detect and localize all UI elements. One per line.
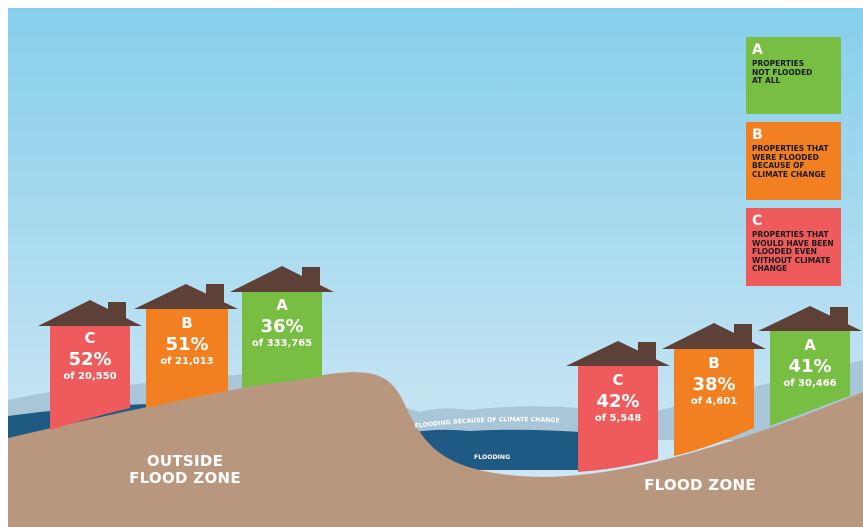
house-outside-c	[38, 300, 142, 430]
house-body	[770, 331, 850, 426]
house-body	[146, 309, 228, 408]
house-letter: C	[612, 371, 624, 389]
house-outside-b	[134, 284, 238, 408]
outside-zone-line2: FLOOD ZONE	[129, 469, 241, 487]
house-flood-c	[566, 341, 670, 472]
house-count: of 4,601	[690, 396, 738, 407]
legend-b-letter: B	[752, 127, 763, 143]
house-percent: 52%	[68, 349, 112, 370]
flood-zone-label: FLOOD ZONE	[630, 477, 770, 494]
house-body	[578, 366, 658, 472]
roof	[38, 300, 142, 326]
house-flood-b	[662, 323, 766, 456]
house-flood-b-label: B 38% of 4,601	[674, 355, 754, 408]
house-letter: B	[181, 314, 193, 332]
flooding-label: FLOODING	[474, 454, 510, 461]
house-count: of 30,466	[783, 378, 837, 389]
house-letter: B	[708, 354, 720, 372]
roof	[662, 323, 766, 349]
house-body	[50, 326, 130, 430]
roof	[566, 341, 670, 366]
house-body	[674, 349, 754, 456]
house-count: of 5,548	[594, 413, 642, 424]
outside-zone-line1: OUTSIDE	[146, 452, 224, 470]
house-outside-b-label: B 51% of 21,013	[146, 315, 228, 368]
house-letter: A	[804, 336, 816, 354]
house-percent: 41%	[788, 356, 832, 377]
house-percent: 36%	[260, 316, 304, 337]
legend-c: C PROPERTIES THAT WOULD HAVE BEEN FLOODE…	[746, 208, 841, 286]
house-outside-c-label: C 52% of 20,550	[50, 330, 130, 383]
legend-c-text: PROPERTIES THAT WOULD HAVE BEEN FLOODED …	[752, 230, 834, 274]
house-flood-a-label: A 41% of 30,466	[770, 337, 850, 390]
legend-b: B PROPERTIES THAT WERE FLOODED BECAUSE O…	[746, 122, 841, 200]
legend-a: A PROPERTIES NOT FLOODED AT ALL	[746, 37, 841, 114]
house-count: of 333,765	[251, 338, 313, 349]
legend-a-text: PROPERTIES NOT FLOODED AT ALL	[752, 59, 813, 86]
house-outside-a	[230, 266, 334, 388]
house-outside-a-label: A 36% of 333,765	[242, 297, 322, 350]
legend-c-letter: C	[752, 213, 763, 229]
house-flood-a	[758, 306, 862, 426]
house-flood-c-label: C 42% of 5,548	[578, 372, 658, 425]
house-body	[242, 292, 322, 388]
roof	[758, 306, 862, 331]
legend-b-text: PROPERTIES THAT WERE FLOODED BECAUSE OF …	[752, 144, 829, 179]
house-letter: C	[84, 329, 96, 347]
house-percent: 51%	[165, 334, 209, 355]
legend-a-letter: A	[752, 42, 763, 58]
roof	[230, 266, 334, 292]
house-percent: 38%	[692, 374, 736, 395]
outside-flood-zone-label: OUTSIDE FLOOD ZONE	[110, 453, 260, 487]
flood-zone-text: FLOOD ZONE	[644, 476, 756, 494]
house-count: of 21,013	[160, 356, 214, 367]
house-percent: 42%	[596, 391, 640, 412]
house-count: of 20,550	[63, 371, 117, 382]
ground	[8, 372, 863, 527]
house-letter: A	[276, 296, 288, 314]
roof	[134, 284, 238, 309]
